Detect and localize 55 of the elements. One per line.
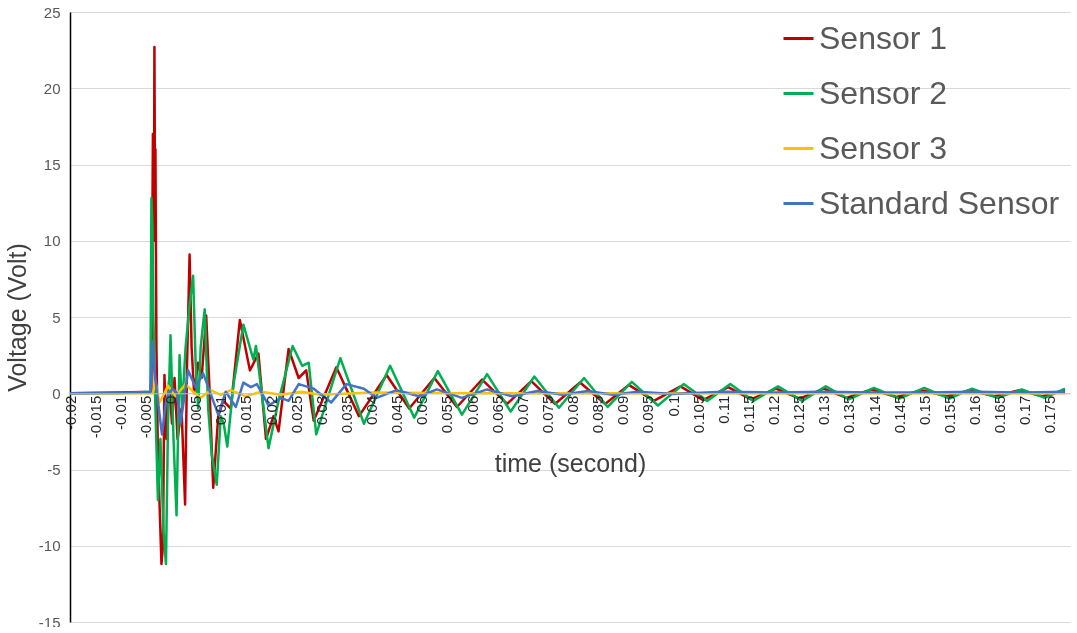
x-tick-label: 0.08 — [564, 395, 582, 425]
x-tick-label: 0.105 — [689, 395, 707, 434]
x-tick-label: 0.095 — [639, 395, 657, 434]
legend-label: Sensor 2 — [819, 74, 948, 111]
x-tick-label: 0.075 — [538, 395, 556, 434]
x-tick-label: -0.015 — [86, 395, 104, 439]
y-tick-label: 10 — [43, 232, 61, 250]
legend-label: Sensor 3 — [819, 129, 948, 166]
x-tick-label: -0.005 — [136, 395, 154, 439]
y-tick-label: 20 — [43, 79, 61, 97]
x-tick-label: 0.04 — [363, 395, 381, 425]
x-tick-label: 0.1 — [664, 395, 682, 417]
x-tick-label: 0.065 — [488, 395, 506, 434]
x-tick-label: 0.045 — [388, 395, 406, 434]
y-tick-label: 15 — [43, 156, 61, 173]
x-tick-label: 0.05 — [413, 395, 431, 425]
x-tick-label: 0.12 — [765, 395, 783, 425]
x-tick-label: 0.115 — [739, 395, 757, 433]
x-tick-label: 0.035 — [337, 395, 355, 434]
x-tick-label: 0.175 — [1041, 395, 1059, 434]
x-tick-label: 0.125 — [790, 395, 808, 434]
legend-label: Standard Sensor — [819, 184, 1060, 221]
x-tick-label: 0.11 — [714, 395, 732, 424]
x-tick-label: 0.025 — [287, 395, 305, 434]
y-tick-label: -5 — [47, 461, 61, 478]
x-tick-label: 0.135 — [840, 395, 858, 434]
x-tick-label: 0.165 — [991, 395, 1009, 434]
x-tick-label: 0.14 — [865, 395, 883, 425]
x-tick-label: -0.02 — [61, 395, 79, 430]
y-tick-label: -15 — [38, 613, 61, 631]
x-tick-label: 0.02 — [262, 395, 280, 425]
x-tick-label: 0.005 — [187, 395, 205, 434]
y-axis-title: Voltage (Volt) — [2, 243, 31, 392]
y-tick-label: 0 — [52, 384, 61, 402]
y-tick-label: -10 — [38, 537, 61, 555]
x-tick-label: -0.01 — [111, 395, 129, 430]
x-tick-label: 0.155 — [940, 395, 958, 434]
x-tick-label: 0.07 — [513, 395, 531, 425]
x-tick-label: 0.085 — [589, 395, 607, 434]
x-tick-label: 0.15 — [915, 395, 933, 425]
x-tick-label: 0.01 — [212, 395, 230, 425]
x-tick-label: 0.06 — [463, 395, 481, 425]
x-tick-label: 0.17 — [1016, 395, 1034, 425]
x-tick-label: 0.015 — [237, 395, 255, 434]
x-tick-label: 0 — [162, 395, 179, 405]
legend-label: Sensor 1 — [819, 19, 948, 56]
x-axis-title: time (second) — [494, 449, 647, 478]
x-tick-label: 0.145 — [890, 395, 908, 434]
x-tick-label: 0.03 — [312, 395, 330, 425]
y-tick-label: 25 — [43, 3, 61, 21]
x-tick-label: 0.13 — [815, 395, 833, 425]
x-tick-label: 0.055 — [438, 395, 456, 434]
x-tick-label: 0.09 — [614, 395, 632, 425]
y-tick-label: 5 — [52, 308, 61, 326]
x-tick-label: 0.16 — [966, 395, 984, 425]
